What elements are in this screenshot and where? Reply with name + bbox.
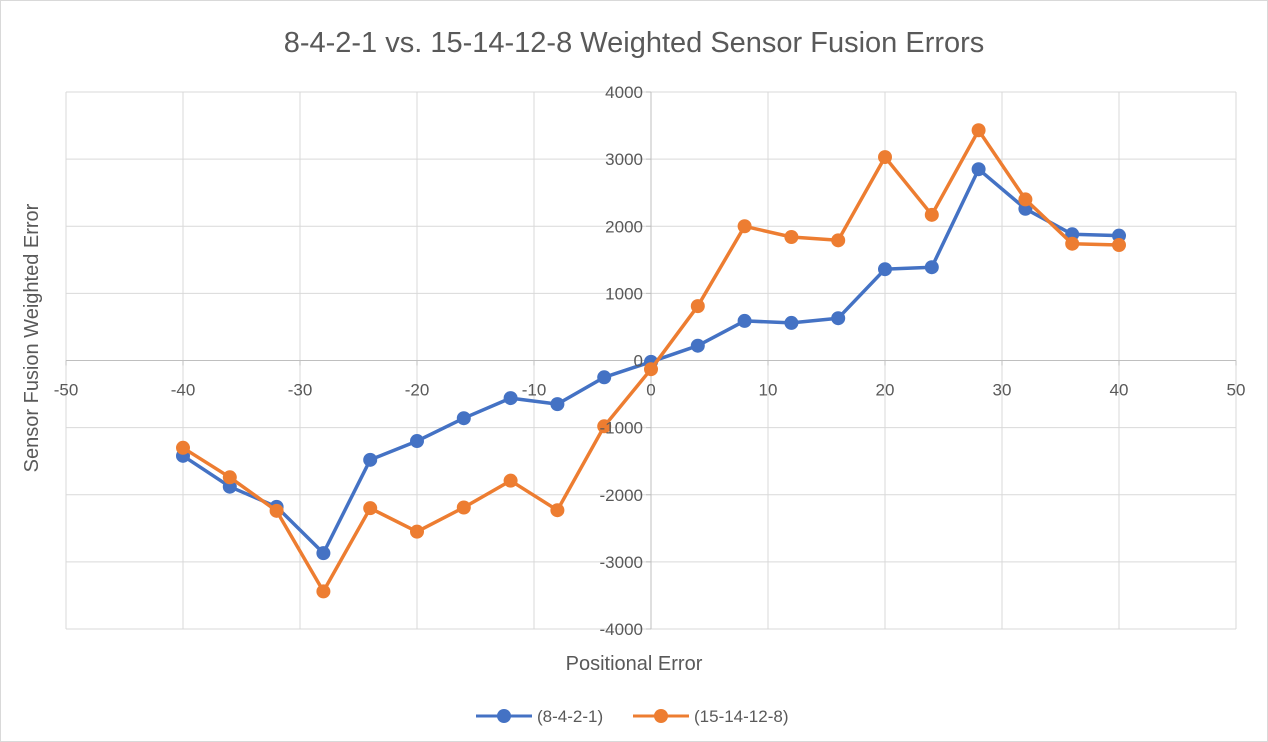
series-1-point [456, 411, 471, 426]
series-1-point [316, 546, 331, 561]
series-2-point [878, 150, 892, 165]
series-1-point [737, 313, 752, 328]
y-tick-label: -3000 [600, 553, 643, 572]
legend-item-8-4-2-1: (8-4-2-1) [476, 707, 603, 726]
x-tick-label: -50 [54, 381, 79, 400]
series-2-point [456, 500, 471, 515]
legend-item-15-14-12-8: (15-14-12-8) [633, 707, 789, 726]
series-1-point [503, 391, 518, 406]
x-tick-label: 0 [646, 381, 655, 400]
series-lines [176, 123, 1126, 599]
legend-label-8-4-2-1: (8-4-2-1) [537, 707, 603, 726]
series-1-point [878, 262, 892, 277]
series-2-point [831, 233, 846, 248]
y-tick-label: 1000 [605, 284, 643, 303]
series-2-point [784, 229, 799, 244]
x-tick-label: -40 [171, 381, 196, 400]
x-tick-label: 30 [993, 381, 1012, 400]
series-1-point [784, 315, 799, 330]
series-2-point [924, 207, 939, 222]
series-1-point [971, 162, 986, 177]
series-1-point [690, 338, 705, 353]
series-2-point [410, 524, 424, 539]
series-2-point [737, 219, 752, 234]
series-2-point [550, 503, 565, 518]
series-2-point [503, 473, 518, 488]
series-2-point [176, 440, 190, 455]
x-tick-label: 10 [759, 381, 778, 400]
tick-labels: -50 -40 -30 -20 -10 0 10 20 30 40 50 -4000 -3000 -200… [54, 83, 1246, 639]
series-1-point [831, 311, 846, 326]
series-1-point [363, 452, 378, 467]
chart-title: 8-4-2-1 vs. 15-14-12-8 Weighted Sensor F… [284, 27, 985, 59]
legend-label-15-14-12-8: (15-14-12-8) [694, 707, 789, 726]
legend-swatch-marker [654, 709, 668, 723]
series-2-point [690, 299, 705, 314]
series-2-point [971, 123, 986, 138]
y-tick-label: 0 [634, 352, 643, 371]
legend-swatch-marker [497, 709, 511, 723]
series-1-point [597, 370, 612, 385]
series-2-point [597, 419, 612, 434]
series-2-point [1018, 192, 1033, 207]
x-tick-label: -20 [405, 381, 430, 400]
series-1-point [550, 397, 565, 412]
y-tick-label: 4000 [605, 83, 643, 102]
series-2-point [316, 584, 331, 599]
y-tick-label: -2000 [600, 486, 643, 505]
y-tick-label: -1000 [600, 419, 643, 438]
legend: (8-4-2-1) (15-14-12-8) [476, 707, 789, 726]
x-axis-title: Positional Error [566, 653, 703, 675]
series-1-point [410, 434, 424, 449]
y-axis-title: Sensor Fusion Weighted Error [21, 203, 43, 472]
series-2-point [1112, 238, 1126, 253]
y-tick-label: 3000 [605, 150, 643, 169]
y-tick-label: -4000 [600, 620, 643, 639]
series-2-point [222, 470, 237, 485]
series-2-point [1065, 236, 1080, 251]
series-1-point [924, 260, 939, 275]
x-tick-label: 50 [1227, 381, 1246, 400]
series-2-point [269, 503, 284, 518]
series-2-point [363, 501, 378, 516]
y-tick-label: 2000 [605, 217, 643, 236]
x-tick-label: 40 [1110, 381, 1129, 400]
x-tick-label: -10 [522, 381, 547, 400]
x-tick-label: 20 [876, 381, 895, 400]
series-2-point [644, 362, 658, 377]
x-tick-label: -30 [288, 381, 313, 400]
